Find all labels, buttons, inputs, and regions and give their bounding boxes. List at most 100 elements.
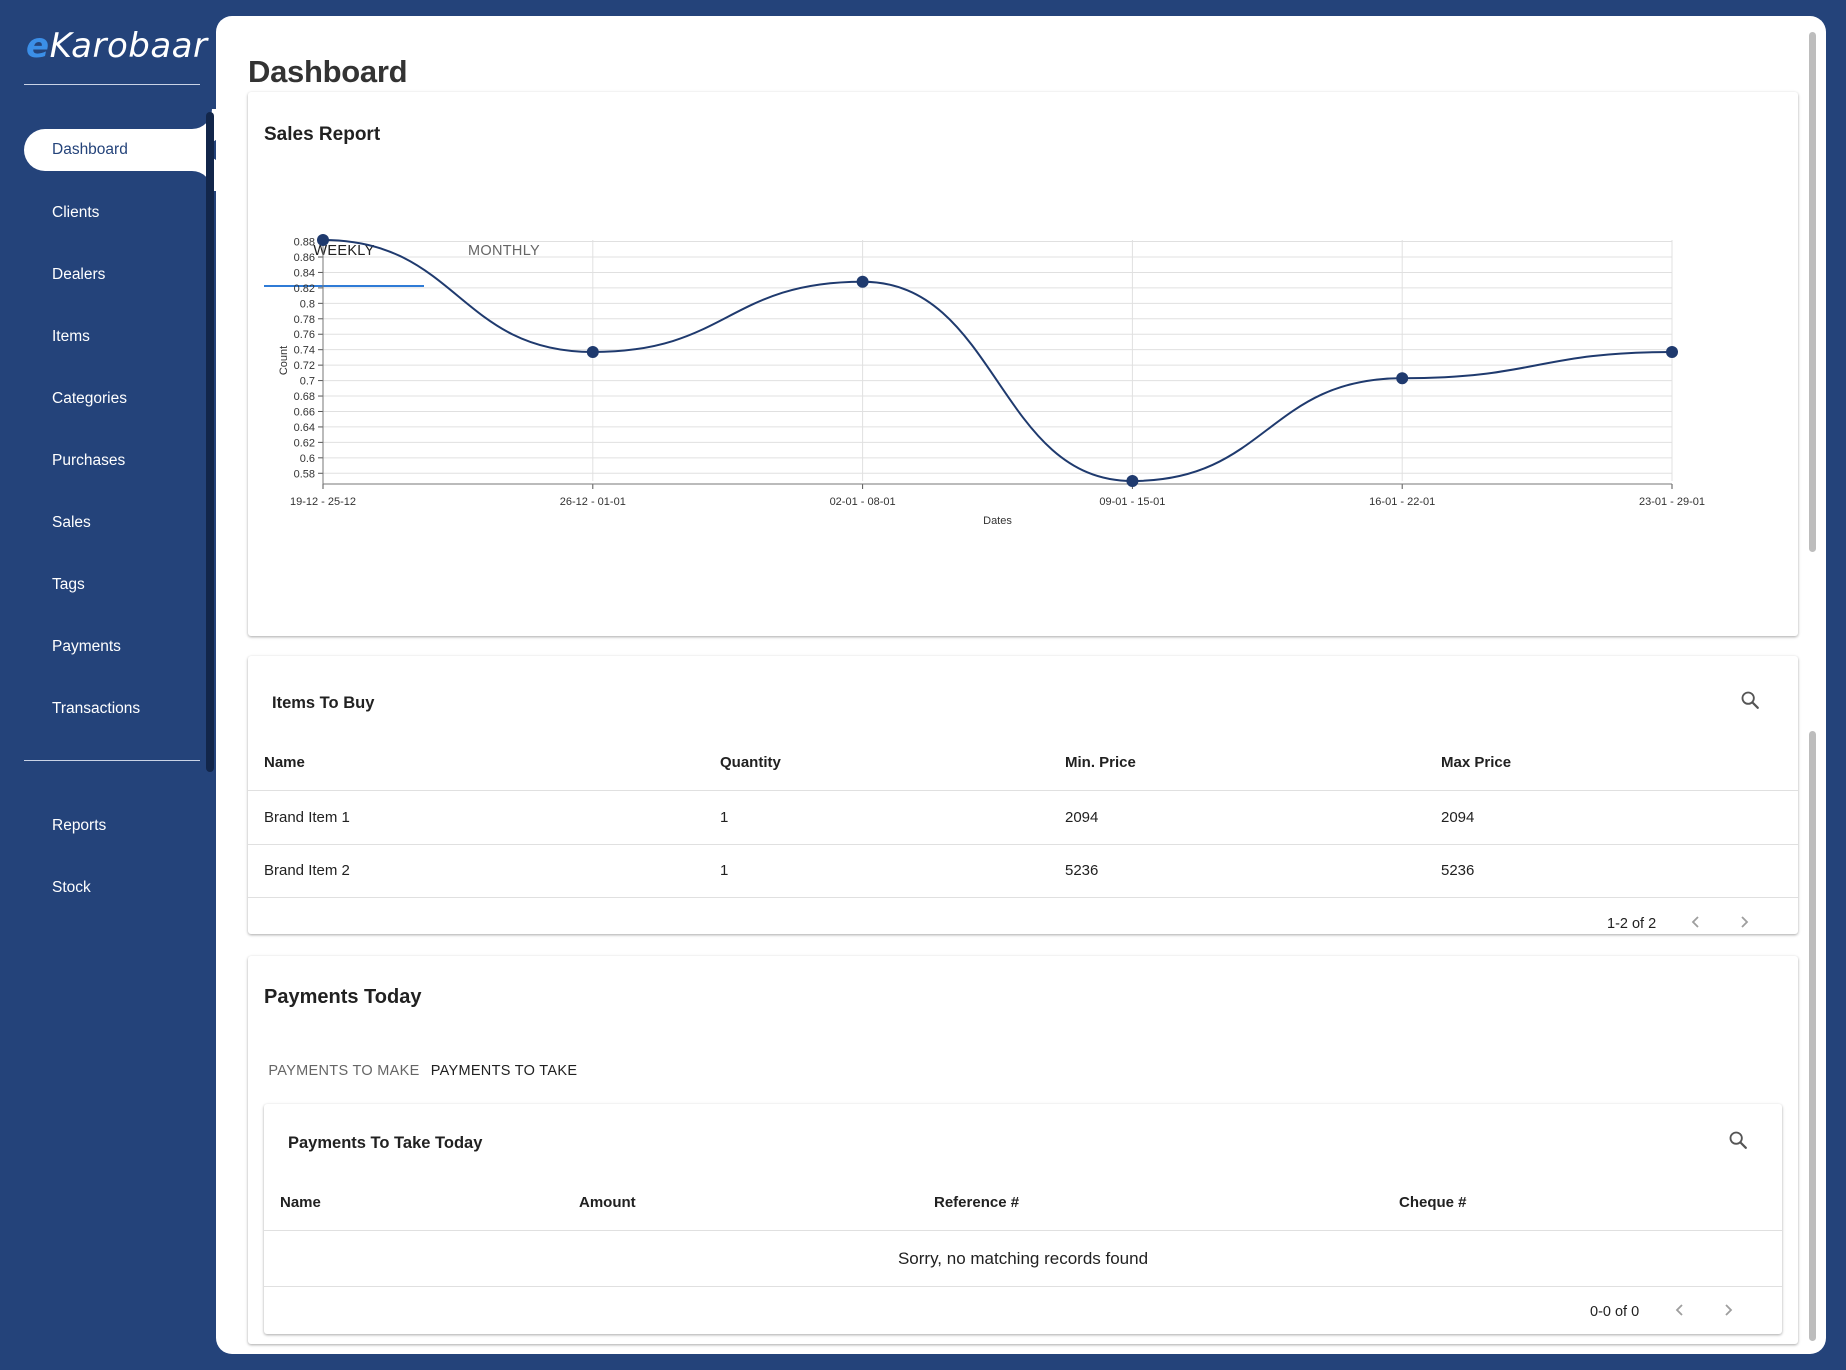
x-tick-label: 16-01 - 22-01	[1369, 496, 1435, 508]
y-tick-label: 0.74	[294, 345, 315, 357]
y-tick-label: 0.62	[294, 437, 315, 449]
column-header-min-price[interactable]: Min. Price	[1065, 754, 1136, 771]
sales-chart: 0.58 0.6 0.62 0.64 0.66 0.68 0.7 0.72 0.74 0.76 0.…	[278, 234, 1705, 527]
table-divider	[264, 1286, 1782, 1287]
sidebar-item-purchases[interactable]: Purchases	[24, 440, 212, 482]
column-header-cheque[interactable]: Cheque #	[1399, 1194, 1467, 1211]
sidebar-item-label: Purchases	[52, 452, 126, 469]
cell-name: Brand Item 1	[264, 809, 350, 826]
next-page-button[interactable]	[1730, 908, 1758, 936]
sidebar-item-dashboard[interactable]: Dashboard	[24, 129, 212, 171]
sidebar-divider	[24, 84, 200, 85]
chevron-left-icon	[1691, 916, 1699, 928]
sidebar-item-tags[interactable]: Tags	[24, 564, 212, 606]
app-logo[interactable]: eKarobaar	[26, 26, 208, 66]
y-axis-label: Count	[278, 346, 290, 375]
sidebar-item-label: Categories	[52, 390, 127, 407]
sidebar-item-payments[interactable]: Payments	[24, 626, 212, 668]
sidebar-item-items[interactable]: Items	[24, 316, 212, 358]
pagination-range: 0-0 of 0	[1590, 1304, 1640, 1320]
sidebar-item-label: Clients	[52, 204, 100, 221]
sidebar-item-dealers[interactable]: Dealers	[24, 254, 212, 296]
data-point	[856, 275, 869, 288]
y-tick-label: 0.8	[300, 298, 315, 310]
chevron-right-icon	[1725, 1304, 1733, 1316]
search-icon	[1741, 691, 1759, 709]
prev-page-button[interactable]	[1682, 908, 1710, 936]
column-header-name[interactable]: Name	[280, 1194, 321, 1211]
tab-weekly[interactable]: WEEKLY	[313, 243, 375, 259]
y-tick-label: 0.88	[294, 237, 315, 249]
items-to-buy-title: Items To Buy	[272, 694, 375, 712]
payments-to-take-table: Payments To Take Today Name Amount Refer…	[264, 1104, 1782, 1334]
x-tick-label: 26-12 - 01-01	[560, 496, 626, 508]
y-tick-label: 0.68	[294, 391, 315, 403]
chevron-left-icon	[1675, 1304, 1683, 1316]
search-button[interactable]	[1736, 686, 1764, 714]
cell-max-price: 2094	[1441, 809, 1475, 826]
empty-table-message: Sorry, no matching records found	[897, 1249, 1149, 1268]
cell-min-price: 5236	[1065, 862, 1099, 879]
payments-today-card: Payments Today PAYMENTS TO MAKE PAYMENTS…	[248, 956, 1798, 1344]
sidebar-item-label: Dealers	[52, 266, 106, 283]
y-tick-label: 0.66	[294, 406, 315, 418]
main-scrollbar[interactable]	[1809, 32, 1816, 552]
main-scrollbar-thumb[interactable]	[1809, 731, 1816, 1341]
column-header-max-price[interactable]: Max Price	[1441, 754, 1512, 771]
data-point	[586, 346, 599, 359]
sidebar-item-label: Tags	[52, 576, 85, 593]
sidebar-item-transactions[interactable]: Transactions	[24, 688, 212, 730]
payments-to-take-title: Payments To Take Today	[288, 1134, 483, 1152]
sales-report-card: Sales Report WEEKLY MONTHLY 0.58 0.6 0.62 0…	[248, 92, 1798, 636]
column-header-reference[interactable]: Reference #	[934, 1194, 1020, 1211]
y-tick-label: 0.84	[294, 267, 315, 279]
data-point	[1126, 475, 1139, 487]
y-tick-label: 0.72	[294, 360, 315, 372]
sidebar-item-sales[interactable]: Sales	[24, 502, 212, 544]
column-header-name[interactable]: Name	[264, 754, 305, 771]
sidebar-item-label: Stock	[52, 879, 91, 896]
x-tick-label: 09-01 - 15-01	[1099, 496, 1165, 508]
sidebar-item-reports[interactable]: Reports	[24, 805, 212, 847]
prev-page-button[interactable]	[1666, 1296, 1694, 1324]
y-tick-label: 0.82	[294, 283, 315, 295]
sidebar-divider	[24, 760, 200, 761]
table-divider	[248, 897, 1798, 898]
main-content: Dashboard Sales Report WEEKLY MONTHLY 0.…	[216, 16, 1826, 1354]
column-header-quantity[interactable]: Quantity	[720, 754, 781, 771]
data-point	[1666, 346, 1678, 359]
sidebar: eKarobaar Dashboard Clients Dealers Item…	[0, 0, 215, 1370]
y-tick-label: 0.76	[294, 329, 315, 341]
data-point	[1396, 372, 1409, 385]
cell-quantity: 1	[720, 862, 729, 879]
sidebar-item-label: Sales	[52, 514, 91, 531]
sidebar-item-label: Transactions	[52, 700, 141, 717]
table-divider	[248, 844, 1798, 845]
sidebar-item-label: Payments	[52, 638, 121, 655]
sidebar-item-clients[interactable]: Clients	[24, 192, 212, 234]
y-tick-label: 0.6	[300, 453, 315, 465]
series-line	[322, 239, 1673, 483]
sidebar-scrollbar[interactable]	[206, 112, 214, 772]
cell-name: Brand Item 2	[264, 862, 350, 879]
y-tick-label: 0.64	[294, 422, 315, 434]
y-tick-label: 0.78	[294, 314, 315, 326]
page-title: Dashboard	[248, 54, 408, 89]
y-tick-label: 0.7	[300, 376, 315, 388]
column-header-amount[interactable]: Amount	[579, 1194, 636, 1211]
y-tick-label: 0.86	[294, 252, 315, 264]
search-button[interactable]	[1724, 1126, 1752, 1154]
x-axis-label: Dates	[983, 515, 1012, 527]
sales-report-title: Sales Report	[264, 124, 381, 145]
tab-payments-to-make[interactable]: PAYMENTS TO MAKE	[268, 1063, 420, 1079]
pagination-range: 1-2 of 2	[1607, 916, 1657, 932]
chevron-right-icon	[1741, 916, 1749, 928]
sidebar-item-stock[interactable]: Stock	[24, 867, 212, 909]
tab-monthly[interactable]: MONTHLY	[468, 243, 540, 259]
sidebar-item-categories[interactable]: Categories	[24, 378, 212, 420]
tab-payments-to-take[interactable]: PAYMENTS TO TAKE	[430, 1063, 578, 1079]
x-tick-label: 02-01 - 08-01	[830, 496, 896, 508]
sidebar-item-label: Reports	[52, 817, 107, 834]
data-point	[317, 234, 329, 246]
next-page-button[interactable]	[1714, 1296, 1742, 1324]
